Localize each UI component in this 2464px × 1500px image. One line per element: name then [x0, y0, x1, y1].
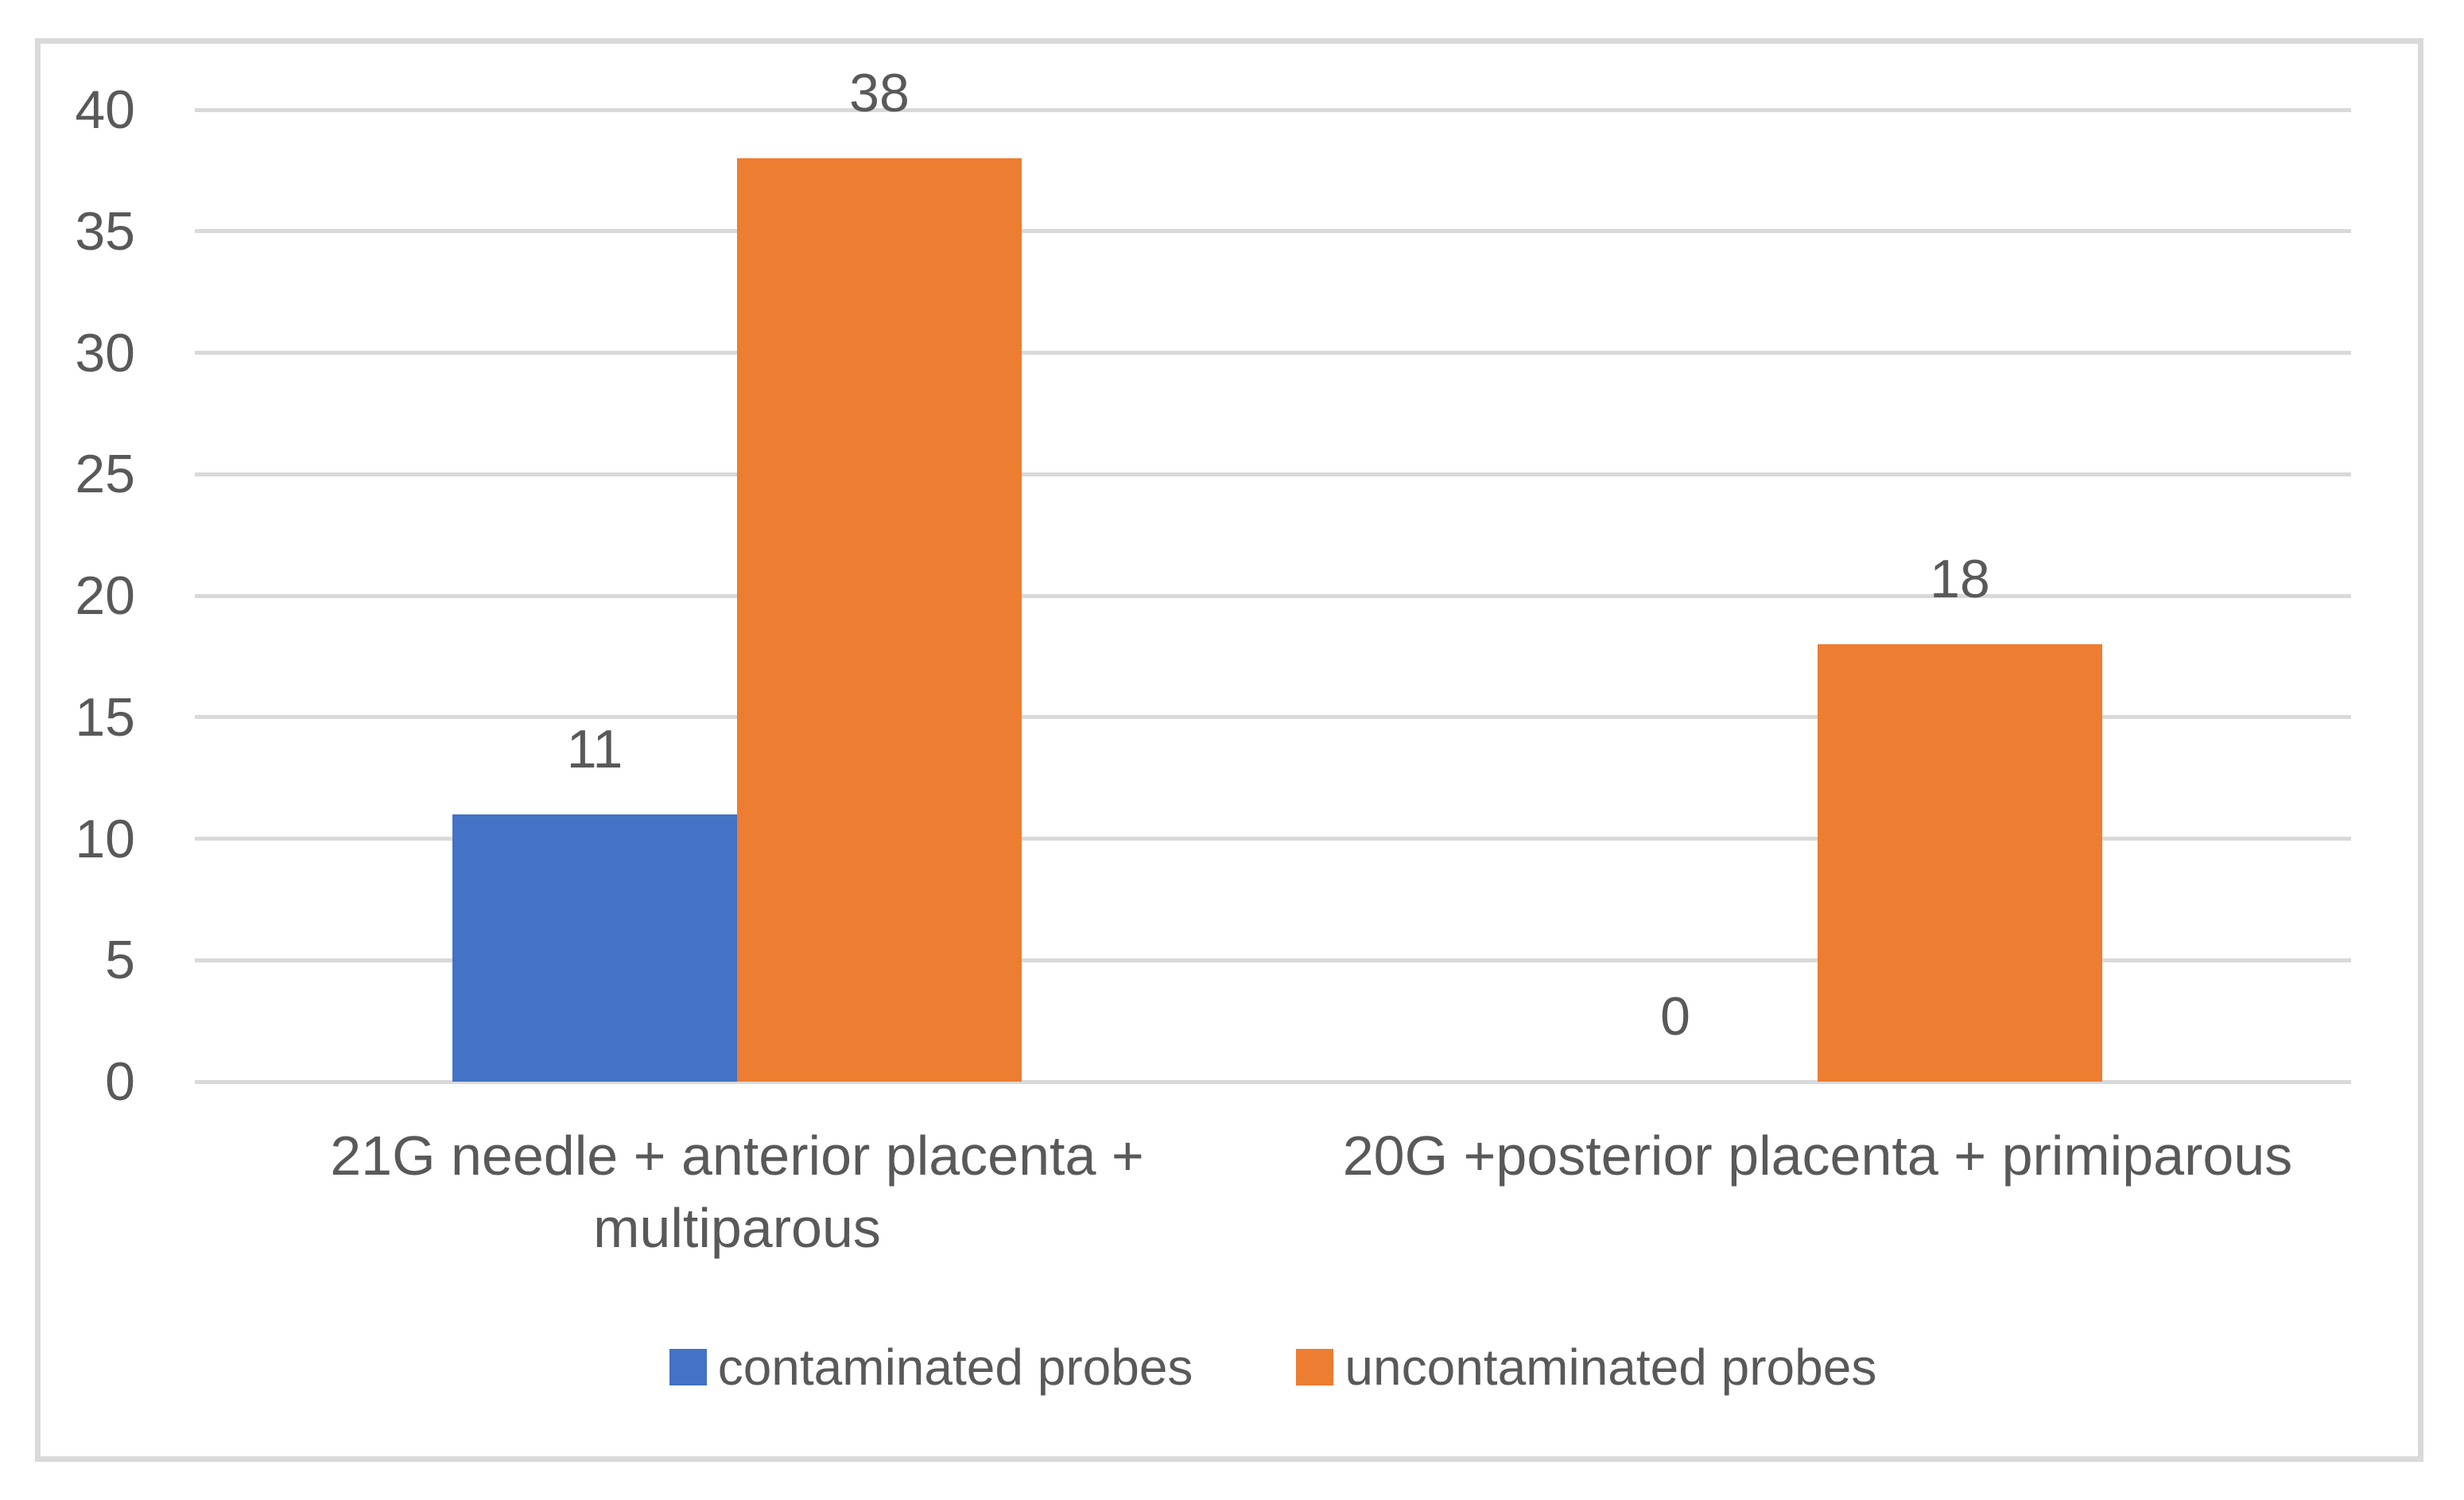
legend-swatch-uncontaminated — [1296, 1349, 1334, 1385]
gridline — [195, 593, 2351, 598]
legend-item-contaminated: contaminated probes — [669, 1342, 1193, 1393]
gridline — [195, 1079, 2351, 1084]
gridline — [195, 107, 2351, 112]
y-tick-label: 25 — [75, 444, 135, 505]
y-tick-label: 10 — [75, 808, 135, 869]
gridline — [195, 958, 2351, 962]
y-tick-label: 30 — [75, 322, 135, 383]
data-label: 0 — [1660, 986, 1690, 1047]
legend-label-contaminated: contaminated probes — [717, 1339, 1193, 1396]
gridline — [195, 715, 2351, 720]
bar-contaminated-probes-group1 — [452, 814, 737, 1082]
gridline — [195, 472, 2351, 476]
gridline — [195, 229, 2351, 234]
y-tick-label: 40 — [75, 80, 135, 140]
category-label-line: 20G +posterior placenta + primiparous — [1342, 1125, 2293, 1187]
legend-label-uncontaminated: uncontaminated probes — [1345, 1339, 1877, 1396]
y-tick-label: 35 — [75, 200, 135, 262]
legend-swatch-contaminated — [669, 1349, 707, 1385]
bar-uncontaminated-probes-group1 — [737, 158, 1022, 1082]
gridline — [195, 351, 2351, 355]
gridline — [195, 837, 2351, 841]
category-label: 20G +posterior placenta + primiparous — [1261, 1120, 2374, 1192]
category-label-line: 21G needle + anterior placenta + — [330, 1125, 1144, 1187]
y-tick-label: 5 — [105, 930, 135, 991]
category-label-line: multiparous — [593, 1197, 881, 1259]
y-tick-label: 20 — [75, 565, 135, 626]
bar-uncontaminated-probes-group2 — [1818, 644, 2102, 1082]
legend-item-uncontaminated: uncontaminated probes — [1296, 1342, 1876, 1393]
y-tick-label: 15 — [75, 686, 135, 748]
data-label: 18 — [1930, 549, 1990, 610]
legend: contaminated probes uncontaminated probe… — [195, 1331, 2351, 1403]
y-tick-label: 0 — [105, 1051, 135, 1112]
data-label: 38 — [849, 63, 910, 124]
category-label: 21G needle + anterior placenta + multipar… — [180, 1120, 1294, 1265]
data-label: 11 — [566, 718, 623, 779]
